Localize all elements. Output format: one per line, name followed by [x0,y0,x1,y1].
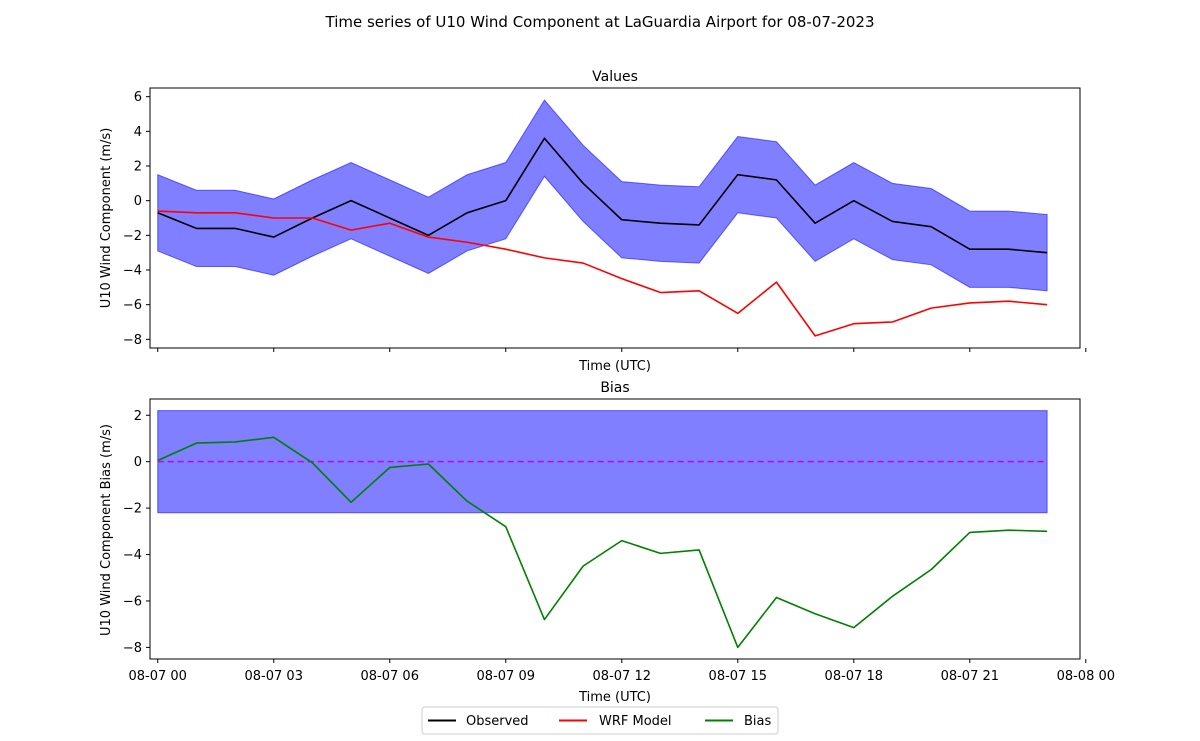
y-tick-label: −8 [123,641,142,656]
values-plot-frame [149,87,1081,349]
x-tick-label: 08-07 21 [941,669,999,684]
values-y-axis: 6 4 2 0 −2 −4 −6 −8 [123,90,150,348]
y-tick-label: −6 [123,594,142,609]
x-tick-label: 08-07 03 [245,669,303,684]
x-tick-label: 08-07 12 [593,669,651,684]
values-y-label: U10 Wind Component (m/s) [99,128,114,309]
y-tick-label: 2 [134,160,142,175]
legend: Observed WRF Model Bias [421,706,779,735]
x-tick-label: 08-07 00 [129,669,187,684]
legend-entry-wrf-model: WRF Model [559,714,672,729]
values-x-axis [157,348,1087,352]
legend-entry-bias: Bias [705,714,771,729]
band-area [157,99,1048,292]
x-tick-label: 08-07 15 [709,669,767,684]
values-x-label: Time (UTC) [578,359,651,374]
y-tick-label: −2 [123,502,142,517]
values-uncertainty-band [157,99,1048,292]
series-line-bias [157,436,1048,649]
x-tick-label: 08-07 09 [477,669,535,684]
legend-label-bias: Bias [744,714,771,729]
y-tick-label: 4 [134,125,142,140]
y-tick-label: −2 [123,229,142,244]
bias-x-axis: 08-07 00 08-07 03 08-07 06 08-07 09 08-07 12… [129,659,1115,684]
bias-y-axis: 2 0 −2 −4 −6 −8 [123,409,150,656]
legend-entry-observed: Observed [428,714,529,729]
x-tick-label: 08-07 06 [361,669,419,684]
bias-y-label: U10 Wind Component Bias (m/s) [99,424,114,636]
legend-label-wrf-model: WRF Model [599,714,672,729]
y-tick-label: −8 [123,333,142,348]
bias-panel: Bias 2 0 −2 −4 −6 −8 08-07 00 08-07 03 08-07 06… [99,380,1115,705]
x-tick-label: 08-07 18 [825,669,883,684]
y-tick-label: 2 [134,409,142,424]
y-tick-label: 0 [134,194,142,209]
y-tick-label: 0 [134,455,142,470]
y-tick-label: 6 [134,90,142,105]
values-title: Values [592,69,638,85]
legend-label-observed: Observed [466,714,529,729]
series-line-wrf-model [157,210,1048,337]
bias-x-label: Time (UTC) [578,690,651,705]
y-tick-label: −4 [123,264,142,279]
bias-title: Bias [600,380,629,396]
x-tick-label: 08-08 00 [1057,669,1115,684]
legend-box [421,706,779,735]
figure-title: Time series of U10 Wind Component at LaG… [325,13,875,31]
values-series [157,137,1048,337]
bias-plot-frame [149,398,1081,660]
y-tick-label: −6 [123,298,142,313]
values-panel: Values 6 4 2 0 −2 −4 −6 −8 Time (UTC) U10 Wind … [99,69,1087,374]
bias-series [157,436,1048,649]
series-line-observed [157,137,1048,254]
y-tick-label: −4 [123,548,142,563]
